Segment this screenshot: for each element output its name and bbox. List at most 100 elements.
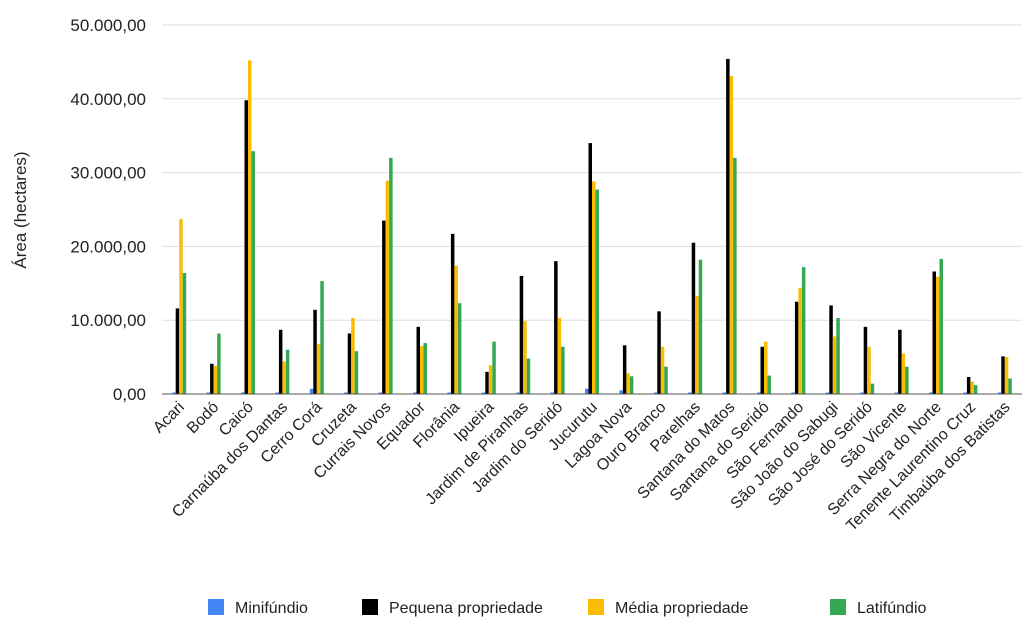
y-tick-label: 10.000,00 [70,311,146,330]
bar-1 [309,388,314,394]
bar-3 [970,381,974,394]
bar-2 [898,329,902,394]
bar-1 [619,390,623,394]
bar-3 [351,317,355,394]
y-tick-labels: 0,00 10.000,00 20.000,00 30.000,00 40.000,00… [70,16,146,404]
bar-2 [416,326,420,394]
bar-2 [966,377,971,394]
bar-3 [626,373,630,394]
bar-2 [382,220,386,394]
bar-3 [660,346,665,394]
legend-swatch [362,599,378,615]
bar-3 [488,365,493,394]
bar-2 [175,308,180,394]
legend-label: Minifúndio [235,600,308,617]
bar-2 [588,143,592,394]
bar-1 [894,392,899,394]
bar-3 [592,181,596,394]
bar-2 [794,301,799,394]
bar-2 [760,346,764,394]
bar-4 [457,303,462,394]
bar-2 [278,329,283,394]
bar-1 [688,392,692,394]
bar-3 [867,346,871,394]
bar-4 [217,333,221,394]
bar-4 [801,267,806,394]
bar-1 [963,392,967,394]
bar-2 [244,100,248,394]
bar-3 [832,336,837,394]
bar-1 [516,392,520,394]
bar-2 [863,326,868,394]
bar-4 [354,351,359,394]
bar-1 [825,392,830,394]
legend-label: Média propriedade [615,600,749,617]
legend: Minifúndio Pequena propriedade Média propr… [208,599,926,617]
bar-3 [523,320,527,394]
bar-2 [691,242,696,394]
bar-3 [901,353,906,394]
bar-3 [248,60,252,394]
bar-3 [729,75,734,394]
bar-4 [526,358,531,394]
bar-3 [420,346,424,394]
bar-1 [413,392,417,394]
y-tick-label: 30.000,00 [70,164,146,183]
bar-1 [275,392,279,394]
bar-1 [344,392,348,394]
y-tick-label: 50.000,00 [70,16,146,35]
x-tick-label: Acari [150,399,188,437]
bar-4 [629,376,634,394]
bar-2 [932,271,936,394]
y-axis-label: Área (hectares) [11,151,30,268]
bar-1 [481,392,486,394]
y-tick-label: 40.000,00 [70,90,146,109]
bar-2 [485,371,489,394]
bar-1 [929,392,933,394]
bar-1 [791,392,795,394]
legend-label: Latifúndio [857,600,926,617]
bars [172,58,1012,394]
bar-1 [550,392,555,394]
legend-swatch [208,599,224,615]
bar-3 [1004,357,1009,394]
bar-1 [378,392,383,394]
legend-swatch [830,599,846,615]
bar-3 [213,365,218,394]
bar-3 [695,295,699,394]
bar-1 [585,388,589,394]
bar-2 [622,345,627,394]
bar-4 [492,341,496,394]
bar-1 [172,392,176,394]
bar-1 [206,392,211,394]
bar-3 [798,287,802,394]
bar-3 [936,276,940,394]
bar-3 [454,265,458,394]
bar-1 [997,392,1002,394]
bar-4 [733,157,737,394]
bar-2 [210,363,214,394]
bar-3 [385,180,390,394]
bar-1 [241,392,245,394]
bar-4 [285,349,290,394]
bar-2 [554,261,558,394]
bar-1 [860,392,864,394]
bar-4 [389,157,393,394]
bar-4 [320,281,324,394]
bar-3 [557,317,562,394]
bar-3 [179,219,183,394]
bar-2 [347,333,352,394]
bar-2 [450,233,455,394]
bar-1 [757,392,761,394]
bar-4 [905,366,909,394]
bar-2 [313,309,317,394]
bar-4 [423,343,427,394]
x-tick-label: Bodó [184,399,223,438]
bar-2 [726,58,730,394]
bar-4 [664,366,668,394]
bar-4 [939,258,943,394]
bar-1 [447,392,451,394]
y-tick-label: 20.000,00 [70,237,146,256]
bar-4 [973,385,978,394]
bar-4 [182,272,187,394]
